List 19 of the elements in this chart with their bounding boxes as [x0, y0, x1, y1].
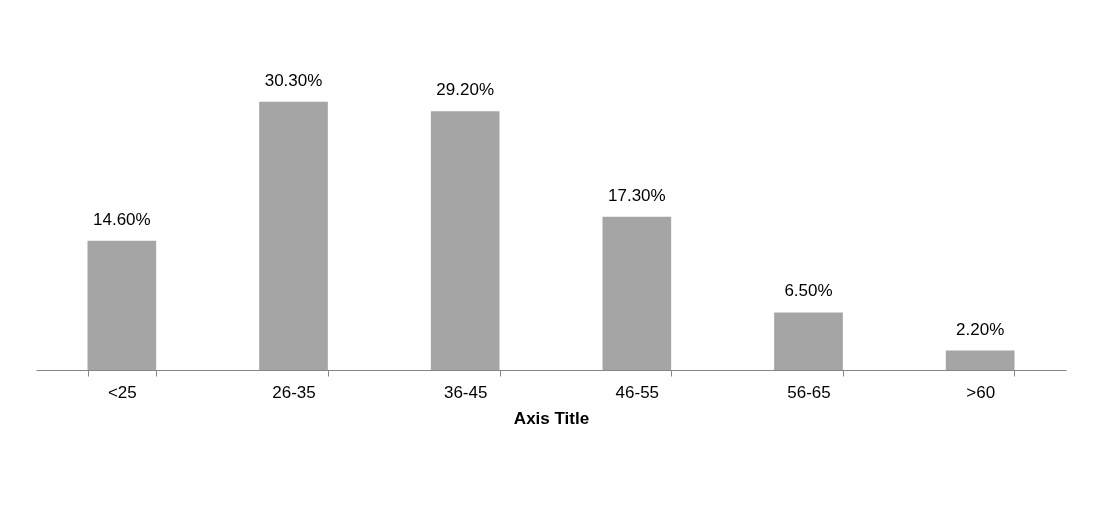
bar	[774, 312, 843, 370]
data-label: 6.50%	[784, 281, 833, 301]
x-tick-label: <25	[107, 382, 137, 402]
data-label: 17.30%	[608, 185, 666, 205]
bar	[430, 111, 500, 370]
x-tick-label: 26-35	[272, 382, 316, 402]
data-label: 30.30%	[264, 70, 323, 90]
data-label: 14.60%	[93, 209, 151, 229]
bar	[945, 350, 1015, 370]
data-label: 2.20%	[956, 319, 1005, 339]
x-axis-title: Axis Title	[513, 408, 590, 428]
x-tick-label: 36-45	[443, 382, 488, 402]
data-label: 29.20%	[436, 80, 494, 100]
bar	[602, 216, 672, 370]
x-tick-label: 56-65	[787, 382, 831, 402]
x-tick-label: 46-55	[615, 382, 660, 402]
bar	[87, 240, 157, 370]
x-tick-label: >60	[966, 382, 996, 402]
bar	[259, 101, 328, 370]
